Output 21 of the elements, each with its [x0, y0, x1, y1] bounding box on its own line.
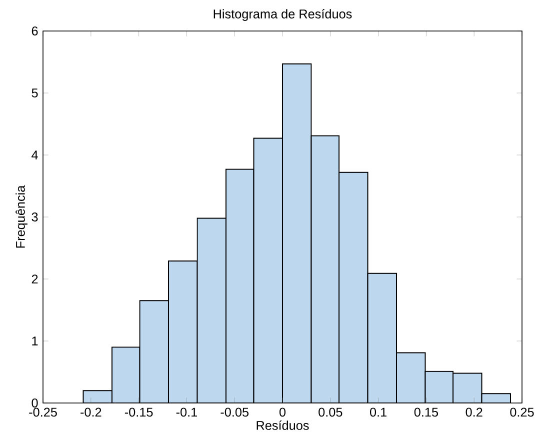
y-axis-title: Frequência: [16, 185, 28, 248]
y-tick-label: 5: [32, 88, 38, 98]
x-tick-label: 0: [279, 408, 286, 417]
x-tick-label: -0.2: [80, 408, 102, 417]
x-tick-label: -0.05: [220, 408, 249, 417]
y-tick-label: 4: [32, 150, 38, 160]
y-tick-label: 1: [32, 336, 38, 346]
y-tick-label: 6: [32, 26, 38, 36]
x-tick-label: -0.15: [124, 408, 153, 417]
chart-title: Histograma de Resíduos: [214, 8, 352, 21]
x-tick-label: 0.05: [318, 408, 342, 417]
x-tick-label: 0.2: [466, 408, 482, 417]
x-tick-label: 0.15: [414, 408, 438, 417]
y-tick-label: 3: [32, 212, 38, 222]
y-tick-label: 0: [32, 398, 38, 408]
x-tick-label: 0.25: [510, 408, 534, 417]
x-tick-label: -0.25: [29, 408, 57, 417]
x-tick-label: 0.1: [370, 408, 386, 417]
x-axis-title: Resíduos: [256, 420, 309, 430]
y-tick-label: 2: [32, 274, 38, 284]
x-tick-label: -0.1: [176, 408, 197, 417]
